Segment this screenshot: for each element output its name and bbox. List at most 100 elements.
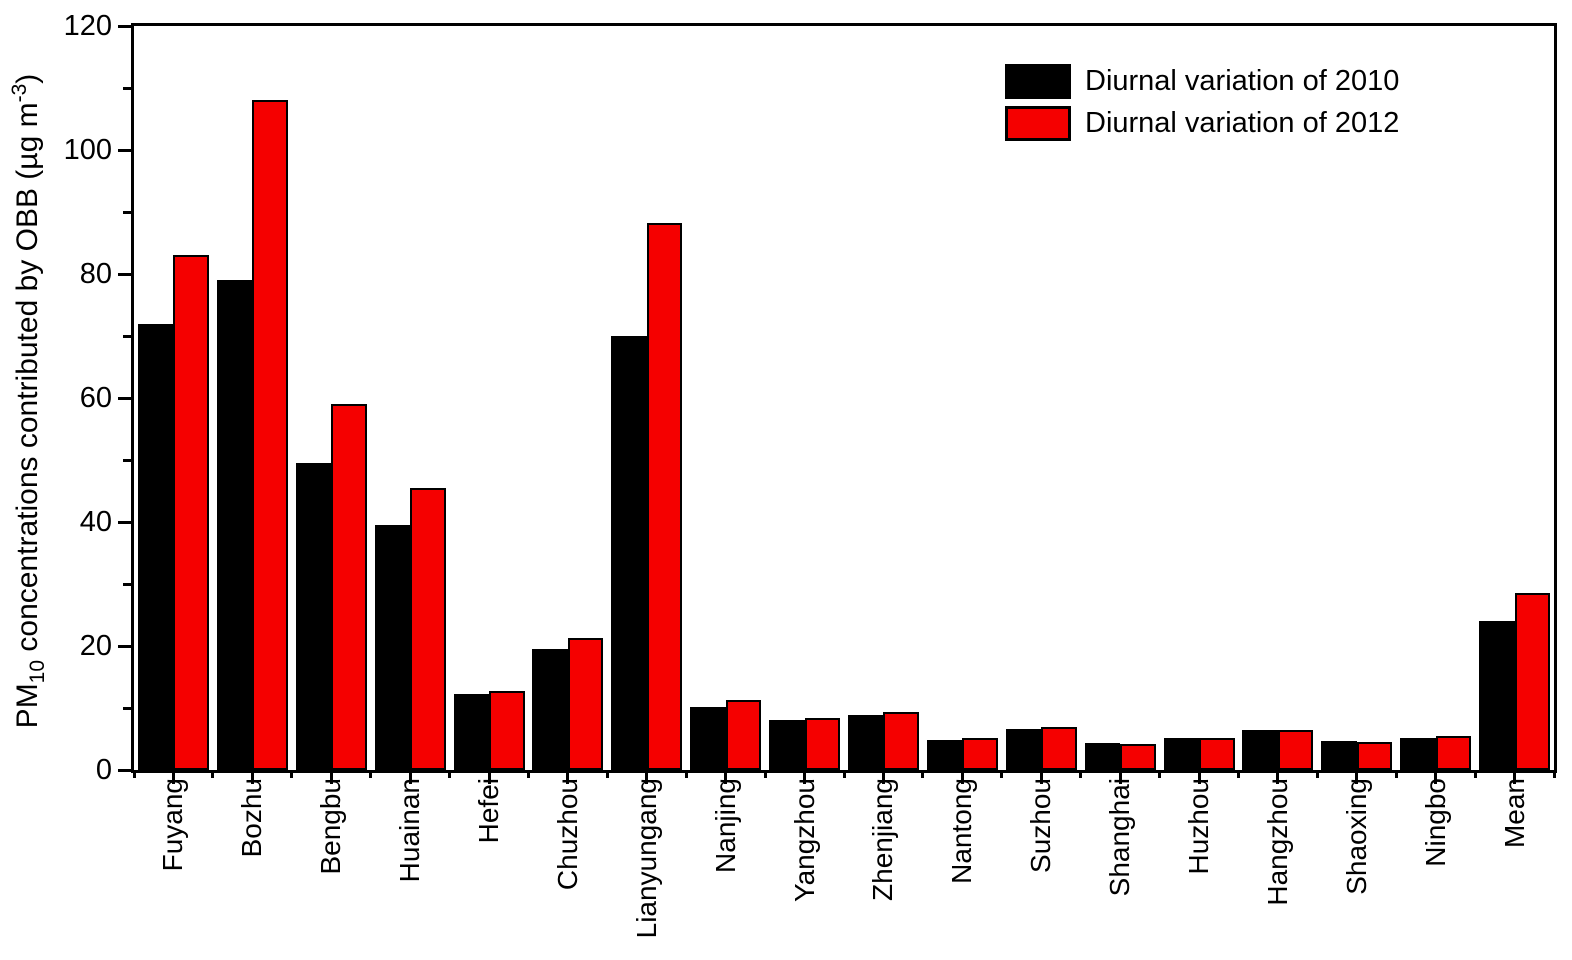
bar-lianyungang-2012 xyxy=(646,222,683,770)
bar-nantong-2012 xyxy=(962,738,998,770)
bar-zhenjiang-2012 xyxy=(883,712,919,770)
y-tick-100 xyxy=(118,148,131,152)
x-tick-boundary xyxy=(211,770,215,778)
x-tick-boundary xyxy=(1000,770,1004,778)
legend-row-2010: Diurnal variation of 2010 xyxy=(1005,60,1399,102)
y-tick-label-80: 80 xyxy=(79,258,112,290)
bar-shaoxing-2010 xyxy=(1321,741,1357,770)
bar-nantong-2010 xyxy=(926,740,963,770)
x-category-label-yangzhou: Yangzhou xyxy=(788,778,820,903)
x-tick-boundary xyxy=(842,770,846,778)
x-tick-hangzhou xyxy=(1276,770,1280,784)
x-tick-boundary xyxy=(605,770,609,778)
x-tick-nanjing xyxy=(724,770,728,784)
x-category-label-nanjing: Nanjing xyxy=(709,778,741,873)
y-tick-10 xyxy=(123,706,131,710)
y-tick-label-120: 120 xyxy=(63,10,112,42)
x-tick-boundary xyxy=(369,770,373,778)
bar-huainan-2012 xyxy=(410,487,446,770)
bar-lianyungang-2010 xyxy=(611,336,647,770)
bar-fuyang-2012 xyxy=(173,255,209,770)
y-tick-label-100: 100 xyxy=(63,134,112,166)
x-tick-boundary xyxy=(921,770,925,778)
x-tick-boundary xyxy=(526,770,530,778)
bar-bozhu-2010 xyxy=(216,280,253,770)
bar-chuzhou-2012 xyxy=(567,637,604,770)
plot-area xyxy=(118,23,1557,784)
legend-label-2010: Diurnal variation of 2010 xyxy=(1085,64,1400,97)
x-tick-boundary xyxy=(1315,770,1319,778)
x-tick-nantong xyxy=(960,770,964,784)
bar-bengbu-2012 xyxy=(331,404,367,770)
bar-hefei-2010 xyxy=(453,694,489,770)
x-category-label-mean: Mean xyxy=(1498,778,1530,849)
y-tick-70 xyxy=(123,334,131,338)
bar-hefei-2012 xyxy=(489,691,525,770)
x-tick-ningbo xyxy=(1434,770,1438,784)
bar-ningbo-2012 xyxy=(1435,735,1472,770)
legend-swatch-2010 xyxy=(1005,63,1071,99)
bar-nanjing-2012 xyxy=(725,699,762,770)
x-category-label-hefei: Hefei xyxy=(473,778,504,844)
bar-hangzhou-2010 xyxy=(1242,730,1278,770)
bar-shanghai-2012 xyxy=(1120,743,1156,770)
bar-huzhou-2010 xyxy=(1163,737,1199,770)
y-tick-label-0: 0 xyxy=(95,754,112,786)
x-tick-boundary xyxy=(1552,770,1556,778)
bar-mean-2012 xyxy=(1514,592,1551,770)
x-tick-huzhou xyxy=(1197,770,1201,784)
bar-hangzhou-2012 xyxy=(1277,730,1314,770)
x-tick-huainan xyxy=(408,770,412,784)
bar-fuyang-2010 xyxy=(137,323,174,770)
x-tick-shanghai xyxy=(1118,770,1122,784)
bar-mean-2010 xyxy=(1479,621,1515,770)
y-tick-50 xyxy=(123,458,131,462)
x-tick-boundary xyxy=(1236,770,1240,778)
x-tick-bozhu xyxy=(250,770,254,784)
x-tick-yangzhou xyxy=(803,770,807,784)
x-category-label-chuzhou: Chuzhou xyxy=(551,778,583,891)
x-tick-suzhou xyxy=(1039,770,1043,784)
bar-suzhou-2012 xyxy=(1041,727,1077,770)
x-tick-hefei xyxy=(487,770,491,784)
x-category-label-shaoxing: Shaoxing xyxy=(1340,778,1372,895)
x-tick-fuyang xyxy=(171,770,175,784)
y-tick-60 xyxy=(118,396,131,400)
bar-chuzhou-2010 xyxy=(532,649,568,770)
y-tick-label-40: 40 xyxy=(79,506,112,538)
bar-shanghai-2010 xyxy=(1084,743,1121,770)
x-category-label-fuyang: Fuyang xyxy=(157,778,189,872)
x-tick-lianyungang xyxy=(645,770,649,784)
bar-shaoxing-2012 xyxy=(1356,742,1393,770)
x-category-label-lianyungang: Lianyungang xyxy=(630,778,662,939)
plot-inner xyxy=(118,24,1556,784)
bar-bozhu-2012 xyxy=(252,100,288,770)
y-tick-40 xyxy=(118,520,131,524)
x-category-label-huzhou: Huzhou xyxy=(1183,778,1214,875)
x-tick-mean xyxy=(1513,770,1517,784)
y-axis-title-prefix: PM xyxy=(11,683,44,729)
bar-huzhou-2012 xyxy=(1199,737,1235,770)
x-tick-chuzhou xyxy=(566,770,570,784)
x-category-label-zhenjiang: Zhenjiang xyxy=(867,778,899,901)
y-tick-90 xyxy=(123,210,131,214)
x-tick-boundary xyxy=(1473,770,1477,778)
x-tick-bengbu xyxy=(329,770,333,784)
bar-ningbo-2010 xyxy=(1400,737,1436,770)
bar-bengbu-2010 xyxy=(295,463,332,770)
x-tick-boundary xyxy=(1394,770,1398,778)
x-category-label-bengbu: Bengbu xyxy=(315,778,347,875)
x-category-label-nantong: Nantong xyxy=(946,778,978,884)
x-tick-boundary xyxy=(448,770,452,778)
x-category-label-hangzhou: Hangzhou xyxy=(1261,778,1293,906)
bar-huainan-2010 xyxy=(374,525,411,770)
x-category-label-bozhu: Bozhu xyxy=(236,778,268,858)
y-tick-0 xyxy=(118,768,131,772)
y-tick-120 xyxy=(118,24,131,28)
y-axis-title-suffix: ) xyxy=(11,73,44,84)
bar-yangzhou-2012 xyxy=(804,717,841,770)
x-tick-boundary xyxy=(684,770,688,778)
y-tick-30 xyxy=(123,582,131,586)
bar-suzhou-2010 xyxy=(1005,729,1042,770)
